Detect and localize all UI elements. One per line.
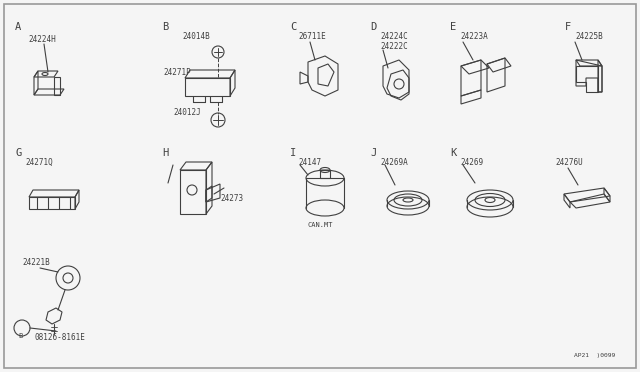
Text: 24224C: 24224C [380,32,408,41]
Text: G: G [15,148,21,158]
Text: I: I [290,148,296,158]
Text: B: B [18,333,22,339]
Text: H: H [162,148,168,158]
Text: AP21  )0099: AP21 )0099 [573,353,615,358]
Text: E: E [450,22,456,32]
Text: 24273: 24273 [220,194,243,203]
Text: 24223A: 24223A [460,32,488,41]
Text: CAN.MT: CAN.MT [308,222,333,228]
Text: 24276U: 24276U [555,158,583,167]
Text: 24225B: 24225B [575,32,603,41]
Text: A: A [15,22,21,32]
Text: 24222C: 24222C [380,42,408,51]
Text: F: F [565,22,572,32]
Text: 24221B: 24221B [22,258,50,267]
Text: 24012J: 24012J [173,108,201,117]
Text: 26711E: 26711E [298,32,326,41]
Text: 24271P: 24271P [163,68,191,77]
Text: B: B [162,22,168,32]
Text: 08126-8161E: 08126-8161E [34,333,85,342]
Text: C: C [290,22,296,32]
Text: 24014B: 24014B [182,32,210,41]
Text: K: K [450,148,456,158]
Text: 24147: 24147 [298,158,321,167]
Text: J: J [370,148,376,158]
Text: 24271Q: 24271Q [25,158,52,167]
Text: 24269A: 24269A [380,158,408,167]
Text: 24269: 24269 [460,158,483,167]
Text: 24224H: 24224H [28,35,56,44]
Text: D: D [370,22,376,32]
